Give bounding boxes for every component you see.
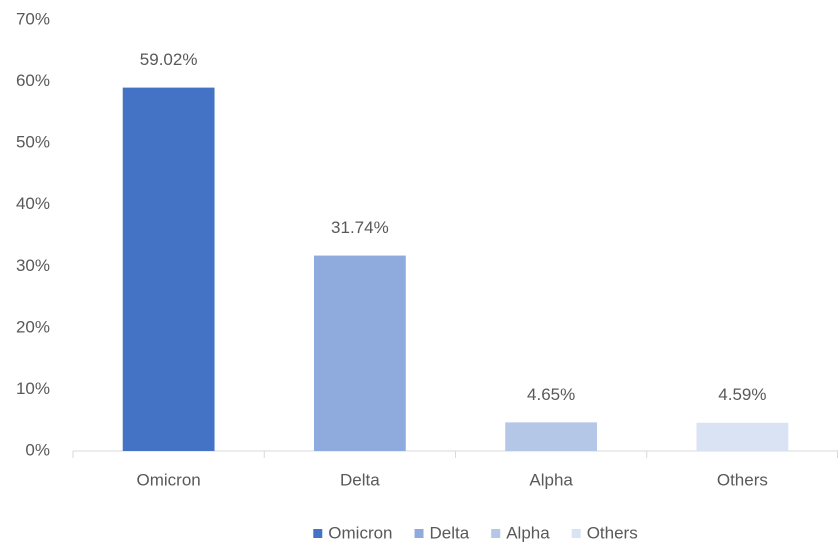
legend-label: Others	[587, 523, 638, 542]
y-tick-label: 0%	[25, 440, 50, 459]
y-tick-label: 60%	[16, 71, 50, 90]
legend-swatch	[414, 529, 424, 538]
value-label: 4.65%	[527, 385, 575, 404]
x-tick-label: Delta	[340, 470, 380, 489]
x-tick-label: Others	[717, 470, 768, 489]
y-tick-label: 20%	[16, 317, 50, 336]
y-tick-label: 10%	[16, 379, 50, 398]
bar	[122, 87, 215, 451]
bar	[505, 422, 598, 451]
y-tick-label: 70%	[16, 9, 50, 28]
x-tick-label: Omicron	[137, 470, 201, 489]
y-tick-label: 50%	[16, 133, 50, 152]
bar	[313, 255, 406, 451]
legend-label: Omicron	[328, 523, 392, 542]
value-label: 31.74%	[331, 218, 389, 237]
y-tick-label: 30%	[16, 256, 50, 275]
x-tick-label: Alpha	[529, 470, 573, 489]
value-label: 59.02%	[140, 50, 198, 69]
legend-swatch	[571, 529, 581, 538]
legend-swatch	[491, 529, 501, 538]
y-tick-label: 40%	[16, 194, 50, 213]
legend-label: Alpha	[506, 523, 550, 542]
value-label: 4.59%	[718, 385, 766, 404]
bar	[696, 422, 789, 451]
legend-swatch	[313, 529, 323, 538]
legend-label: Delta	[430, 523, 470, 542]
